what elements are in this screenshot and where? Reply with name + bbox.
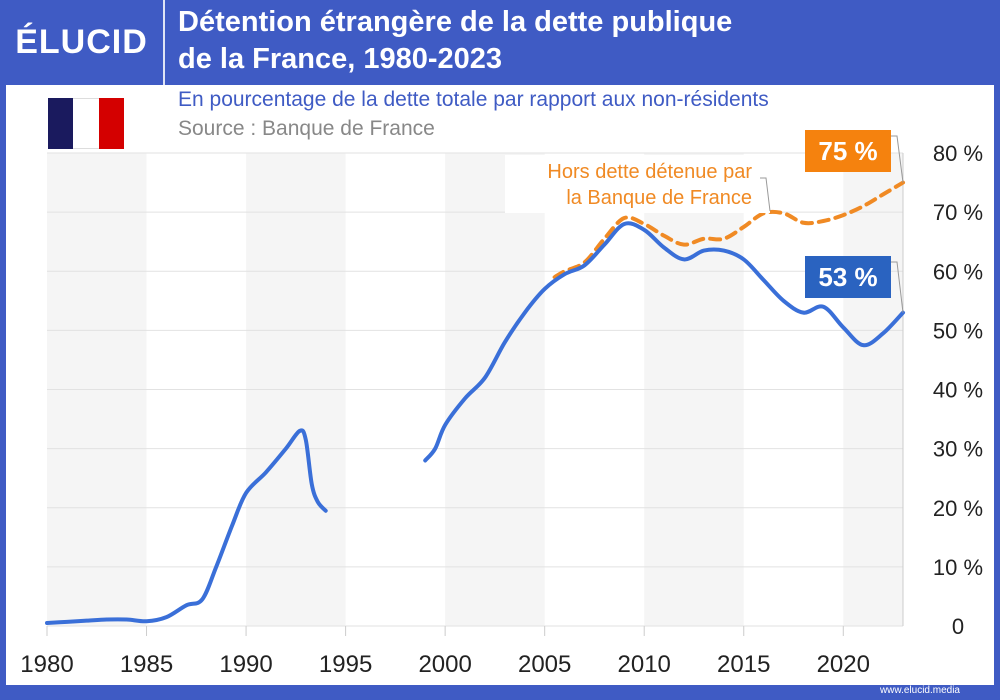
label-leader xyxy=(891,135,904,183)
france-flag xyxy=(48,98,124,149)
x-tick-label: 1980 xyxy=(20,651,73,678)
annotation-line-2: la Banque de France xyxy=(566,187,752,209)
x-tick-label: 1985 xyxy=(120,651,173,678)
y-tick-label: 20 % xyxy=(933,496,983,521)
series-line-excl-bdf xyxy=(552,180,905,280)
title-line-1: Détention étrangère de la dette publique xyxy=(178,6,733,38)
website-link[interactable]: www.elucid.media xyxy=(879,685,960,696)
page-title: Détention étrangère de la dette publique… xyxy=(178,4,732,78)
y-tick-label: 80 % xyxy=(933,141,983,166)
x-tick-label: 1990 xyxy=(219,651,272,678)
y-tick-label: 30 % xyxy=(933,437,983,462)
y-tick-label: 10 % xyxy=(933,555,983,580)
y-tick-label: 0 xyxy=(952,614,964,639)
annotation-line-1: Hors dette détenue par xyxy=(547,161,752,183)
header-divider xyxy=(163,0,165,85)
x-tick-label: 2020 xyxy=(817,651,870,678)
elucid-logo: ÉLUCID xyxy=(15,23,148,61)
annotation-leader xyxy=(760,177,771,212)
x-tick-label: 2015 xyxy=(717,651,770,678)
end-label-excl-bdf: 75 % xyxy=(818,136,877,166)
title-line-2: de la France, 1980-2023 xyxy=(178,43,503,75)
y-tick-label: 60 % xyxy=(933,259,983,284)
end-label-total-box xyxy=(805,256,891,298)
label-leader xyxy=(891,261,904,313)
annotation-bg xyxy=(505,155,770,213)
y-tick-label: 70 % xyxy=(933,200,983,225)
chart-subtitle: En pourcentage de la dette totale par ra… xyxy=(178,88,769,111)
x-tick-label: 1995 xyxy=(319,651,372,678)
end-label-excl-bdf-box xyxy=(805,130,891,172)
end-label-total: 53 % xyxy=(818,262,877,292)
y-tick-label: 50 % xyxy=(933,318,983,343)
y-tick-label: 40 % xyxy=(933,378,983,403)
x-tick-label: 2000 xyxy=(418,651,471,678)
chart-source: Source : Banque de France xyxy=(178,117,435,140)
x-tick-label: 2005 xyxy=(518,651,571,678)
series-line-total xyxy=(45,428,328,626)
x-tick-label: 2010 xyxy=(618,651,671,678)
series-line-total xyxy=(423,221,905,463)
